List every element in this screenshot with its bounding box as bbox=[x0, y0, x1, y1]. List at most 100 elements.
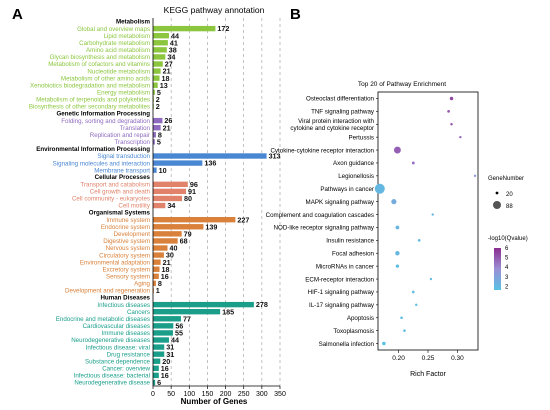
pathway-label: Insulin resistance bbox=[326, 238, 374, 245]
enrichment-point bbox=[395, 225, 400, 230]
pathway-label: HIF-1 signaling pathway bbox=[308, 289, 375, 296]
enrichment-point bbox=[415, 303, 418, 307]
bar-label: Digestive system bbox=[103, 238, 150, 245]
bar-value-label: 136 bbox=[204, 159, 216, 168]
bar-label: Lipid metabolism bbox=[104, 33, 150, 40]
bar-value-label: 21 bbox=[163, 67, 171, 76]
panel-a-label: A bbox=[12, 6, 23, 23]
bar bbox=[153, 330, 173, 336]
category-heading: Genetic Information Processing bbox=[56, 111, 150, 118]
bar-value-label: 44 bbox=[171, 336, 179, 345]
bar-value-label: 68 bbox=[180, 237, 188, 246]
bar-value-label: 8 bbox=[158, 130, 162, 139]
bar bbox=[153, 40, 168, 46]
bar-label: Replication and repair bbox=[90, 132, 150, 139]
bar-label: Substance dependence bbox=[85, 358, 151, 365]
chart-a-xlabel: Number of Genes bbox=[181, 397, 248, 406]
bar-value-label: 16 bbox=[161, 371, 169, 380]
bar-value-label: 16 bbox=[161, 272, 169, 281]
bar bbox=[153, 25, 216, 32]
pathway-label: NOD-like receptor signaling pathway bbox=[274, 225, 375, 232]
bar-label: Neurodegenerative diseases bbox=[71, 337, 150, 344]
bar-label: Cancers bbox=[127, 309, 150, 316]
bar bbox=[153, 33, 169, 39]
bar-value-label: 79 bbox=[184, 229, 192, 238]
pathway-label: Apoptosis bbox=[347, 315, 374, 322]
pathway-label: Toxoplasmosis bbox=[333, 328, 374, 335]
color-legend-title: -log10(Qvalue) bbox=[488, 236, 528, 242]
bar-value-label: 96 bbox=[190, 180, 198, 189]
bar-value-label: 31 bbox=[166, 343, 174, 352]
bar-value-label: 8 bbox=[158, 279, 162, 288]
pathway-label: Focal adhesion bbox=[332, 250, 375, 257]
enrichment-point bbox=[450, 123, 453, 126]
plot-frame-b bbox=[377, 91, 479, 351]
enrichment-point bbox=[459, 135, 462, 139]
panel-b-label: B bbox=[290, 6, 301, 23]
x-tick-label-a: 200 bbox=[220, 391, 232, 398]
bar-label: Folding, sorting and degradation bbox=[61, 118, 150, 125]
bar-value-label: 21 bbox=[163, 123, 171, 132]
bar bbox=[153, 217, 236, 223]
color-legend-bar bbox=[494, 248, 501, 290]
x-tick-label-b: 0.30 bbox=[451, 355, 464, 362]
color-legend-label: 3 bbox=[505, 275, 509, 281]
bar-label: Biosynthesis of other secondary metaboli… bbox=[29, 104, 150, 111]
bar-value-label: 26 bbox=[164, 116, 172, 125]
bar bbox=[153, 372, 159, 379]
pathway-label: MicroRNAs in cancer bbox=[316, 263, 374, 270]
bar-value-label: 41 bbox=[170, 38, 178, 47]
bar-value-label: 91 bbox=[188, 187, 196, 196]
bar bbox=[153, 344, 165, 350]
bar-value-label: 18 bbox=[162, 74, 170, 83]
bar bbox=[153, 61, 163, 67]
bar-label: Xenobiotics biodegradation and metabolis… bbox=[30, 82, 150, 89]
chart-b-title: Top 20 of Pathway Enrichment bbox=[358, 81, 446, 88]
pathway-label: Legionellosis bbox=[338, 173, 374, 180]
x-tick-label-a: 50 bbox=[167, 391, 175, 398]
color-legend-label: 6 bbox=[505, 246, 509, 252]
pathway-label: cytokine and cytokine receptor bbox=[290, 125, 374, 132]
bar-label: Cell growth and death bbox=[90, 189, 151, 196]
color-legend-label: 4 bbox=[505, 265, 509, 271]
pathway-label: MAPK signaling pathway bbox=[306, 199, 375, 206]
bar bbox=[153, 54, 166, 60]
enrichment-point bbox=[473, 174, 477, 178]
bar-label: Aging bbox=[134, 281, 150, 288]
bar bbox=[153, 245, 168, 251]
bar bbox=[153, 68, 161, 74]
x-tick-label-a: 300 bbox=[256, 391, 268, 398]
bar bbox=[153, 379, 156, 386]
bar-label: Infectious diseases bbox=[97, 302, 150, 309]
size-legend-dot-large bbox=[493, 201, 501, 209]
pathway-label: Pertussis bbox=[349, 134, 374, 141]
x-tick-label-a: 350 bbox=[274, 391, 286, 398]
enrichment-point bbox=[417, 239, 421, 242]
bar bbox=[153, 351, 165, 357]
bar bbox=[153, 75, 160, 81]
bar-value-label: 56 bbox=[175, 321, 183, 330]
bar-label: Development bbox=[114, 231, 151, 238]
bar-value-label: 38 bbox=[169, 45, 177, 54]
bar-label: Immune system bbox=[106, 217, 150, 224]
bar-value-label: 1 bbox=[156, 286, 160, 295]
bar-value-label: 18 bbox=[162, 265, 170, 274]
category-heading: Cellular Processes bbox=[95, 174, 151, 181]
bar-value-label: 27 bbox=[165, 60, 173, 69]
bar bbox=[153, 238, 178, 244]
bar-label: Nervous system bbox=[106, 245, 150, 252]
bar-label: Amino acid metabolism bbox=[86, 47, 150, 54]
bar-label: Immune diseases bbox=[102, 330, 151, 337]
x-tick-label-b: 0.20 bbox=[392, 355, 405, 362]
bar-label: Endocrine system bbox=[101, 224, 150, 231]
enrichment-point bbox=[449, 96, 454, 101]
bar-value-label: 55 bbox=[175, 329, 183, 338]
bar-value-label: 40 bbox=[170, 244, 178, 253]
pathway-label: Viral protein interaction with bbox=[298, 118, 374, 125]
bar-label: Cell community - eukaryotes bbox=[72, 196, 150, 203]
enrichment-point bbox=[429, 277, 433, 281]
bar bbox=[153, 188, 187, 195]
bar-value-label: 227 bbox=[237, 215, 249, 224]
